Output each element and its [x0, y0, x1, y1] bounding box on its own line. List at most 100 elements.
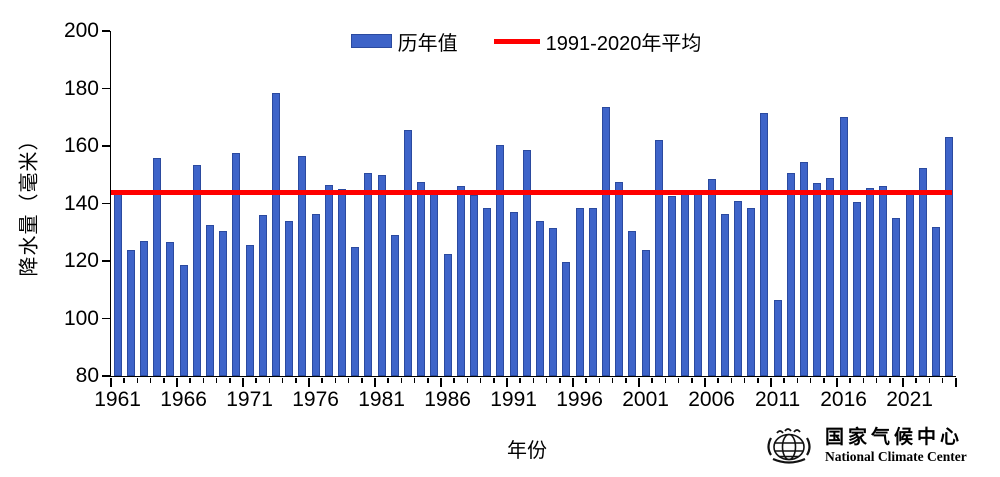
y-tick-label-120: 120 — [63, 249, 99, 272]
bar-1962 — [126, 249, 135, 376]
bar-1965 — [166, 242, 175, 376]
x-tick-3 — [149, 377, 152, 383]
x-tick-10 — [242, 377, 244, 387]
x-tick-label-1961: 1961 — [94, 388, 141, 411]
legend-annual-label: 历年值 — [397, 32, 458, 55]
bar-1970 — [232, 153, 241, 376]
bar-1999 — [615, 181, 624, 376]
x-tick-49 — [757, 377, 759, 383]
bar-1985 — [430, 193, 439, 376]
x-tick-15 — [308, 377, 310, 387]
bar-1963 — [140, 240, 148, 376]
bar-2024 — [945, 137, 954, 376]
bar-1987 — [456, 186, 465, 376]
x-tick-48 — [743, 377, 746, 383]
bar-1980 — [364, 173, 373, 376]
x-tick-9 — [229, 377, 231, 383]
ncc-logo-text: 国家气候中心 National Climate Center — [825, 427, 967, 464]
x-tick-45 — [704, 377, 706, 387]
y-tick-label-160: 160 — [63, 134, 99, 157]
x-tick-17 — [334, 377, 337, 383]
x-tick-label-1996: 1996 — [556, 388, 603, 411]
bar-2020 — [892, 217, 901, 376]
y-tick-label-200: 200 — [63, 19, 99, 42]
y-axis-title: 降水量（毫米） — [18, 129, 41, 277]
bar-2002 — [654, 140, 663, 376]
bar-2018 — [866, 187, 874, 376]
bar-1991 — [509, 212, 518, 376]
bar-1983 — [404, 130, 412, 376]
x-tick-label-1966: 1966 — [160, 388, 207, 411]
bar-2019 — [879, 186, 888, 376]
x-tick-63 — [941, 377, 944, 383]
bar-1997 — [588, 207, 597, 376]
bar-1975 — [298, 156, 307, 376]
x-tick-25 — [440, 377, 442, 387]
bar-2003 — [668, 196, 676, 376]
bar-1993 — [536, 220, 544, 376]
x-tick-46 — [717, 377, 719, 383]
bar-2016 — [839, 117, 848, 376]
bar-1995 — [562, 262, 571, 376]
x-tick-label-1976: 1976 — [292, 388, 339, 411]
bar-1966 — [179, 265, 188, 376]
bar-2009 — [747, 207, 756, 376]
bar-1998 — [602, 107, 610, 376]
x-tick-28 — [479, 377, 482, 383]
x-tick-29 — [493, 377, 495, 383]
x-tick-41 — [651, 377, 653, 383]
x-tick-61 — [915, 377, 917, 383]
legend: 历年值 1991-2020年平均 — [0, 24, 1000, 58]
average-line — [111, 189, 952, 195]
bar-1972 — [258, 215, 267, 376]
x-tick-36 — [585, 377, 587, 383]
ncc-logo: 国家气候中心 National Climate Center — [763, 425, 967, 467]
x-tick-label-2001: 2001 — [622, 388, 669, 411]
x-tick-8 — [215, 377, 218, 383]
x-tick-64 — [955, 377, 957, 387]
x-tick-62 — [928, 377, 931, 383]
x-tick-label-1991: 1991 — [490, 388, 537, 411]
bar-1978 — [338, 189, 346, 376]
bar-2023 — [932, 226, 940, 376]
bar-1961 — [113, 192, 122, 376]
x-tick-38 — [611, 377, 614, 383]
x-tick-label-1981: 1981 — [358, 388, 405, 411]
bar-1989 — [483, 207, 492, 376]
x-tick-13 — [281, 377, 284, 383]
x-tick-7 — [202, 377, 205, 383]
x-tick-14 — [295, 377, 297, 383]
x-tick-40 — [638, 377, 640, 387]
x-tick-58 — [875, 377, 878, 383]
y-tick-120 — [101, 260, 110, 262]
x-tick-32 — [532, 377, 535, 383]
legend-item-annual: 历年值 — [350, 27, 458, 56]
bar-2008 — [734, 200, 742, 376]
bar-1969 — [219, 230, 228, 376]
bar-2004 — [681, 190, 690, 376]
bar-1979 — [351, 246, 360, 376]
bar-2014 — [813, 183, 822, 376]
x-tick-47 — [730, 377, 733, 383]
bar-1971 — [245, 245, 254, 376]
x-tick-label-1986: 1986 — [424, 388, 471, 411]
bar-1974 — [285, 220, 294, 376]
x-tick-label-2011: 2011 — [755, 388, 801, 411]
x-tick-4 — [163, 377, 165, 383]
bar-1968 — [206, 225, 214, 376]
x-tick-label-2021: 2021 — [886, 388, 933, 411]
x-tick-12 — [268, 377, 271, 383]
y-tick-label-140: 140 — [63, 191, 99, 215]
x-tick-22 — [400, 377, 403, 383]
bar-2011 — [773, 299, 782, 376]
ncc-emblem-icon — [767, 428, 811, 464]
x-tick-2 — [136, 377, 139, 383]
x-tick-label-1971: 1971 — [226, 388, 273, 411]
y-tick-160 — [101, 145, 110, 147]
x-tick-57 — [862, 377, 865, 383]
x-tick-24 — [427, 377, 429, 383]
y-tick-label-180: 180 — [63, 76, 99, 100]
bar-1973 — [272, 92, 280, 376]
bar-1981 — [377, 174, 386, 376]
average-line-swatch-icon — [493, 38, 540, 44]
